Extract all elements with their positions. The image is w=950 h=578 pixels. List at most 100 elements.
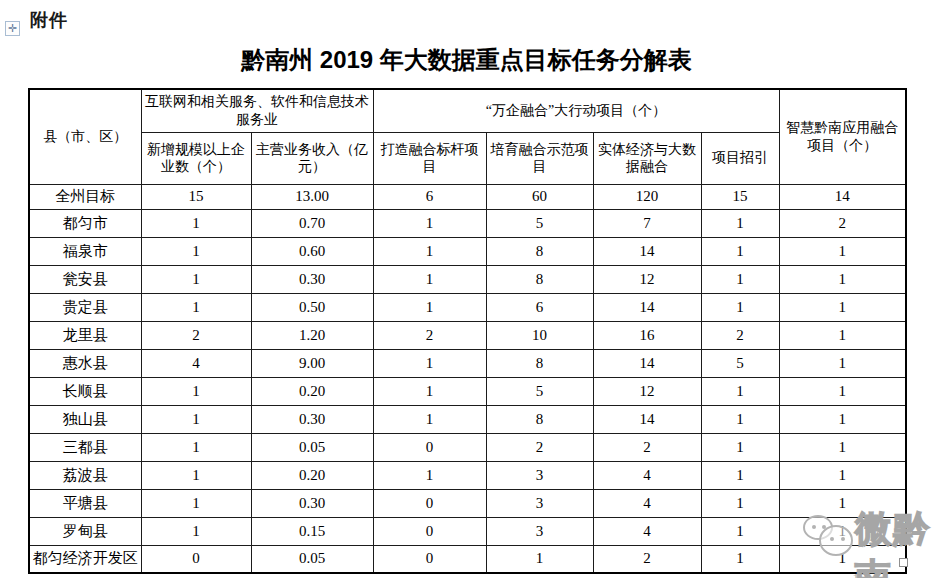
- table-cell: 1: [141, 489, 251, 517]
- table-cell: 2: [373, 321, 486, 349]
- table-cell: 8: [486, 405, 593, 433]
- table-cell: 1: [779, 433, 906, 461]
- table-cell: 3: [486, 489, 593, 517]
- table-cell: 4: [593, 517, 701, 545]
- row-label: 长顺县: [29, 377, 141, 405]
- row-label: 平塘县: [29, 489, 141, 517]
- table-cell: 1: [486, 545, 593, 573]
- table-cell: 14: [593, 405, 701, 433]
- table-cell: 4: [593, 489, 701, 517]
- data-table: 县（市、区） 互联网和相关服务、软件和信息技术服务业 “万企融合”大行动项目（个…: [28, 88, 907, 574]
- row-label: 荔波县: [29, 461, 141, 489]
- table-row: 龙里县 2 1.20 2 10 16 2 1: [29, 321, 906, 349]
- table-cell: 2: [486, 433, 593, 461]
- table-row: 荔波县 1 0.20 1 3 4 1 1: [29, 461, 906, 489]
- table-cell: 1: [779, 489, 906, 517]
- table-cell: 2: [593, 545, 701, 573]
- table-cell: 1: [701, 517, 779, 545]
- table-cell: 0.50: [251, 293, 373, 321]
- table-cell: 0.20: [251, 377, 373, 405]
- table-cell: 5: [701, 349, 779, 377]
- table-cell: 1: [701, 433, 779, 461]
- table-cell: 7: [593, 209, 701, 237]
- table-row: 独山县 1 0.30 1 8 14 1 1: [29, 405, 906, 433]
- table-cell: 13.00: [251, 184, 373, 209]
- table-cell: 1: [701, 265, 779, 293]
- page-number-partial: 13: [852, 571, 867, 578]
- table-cell: 3: [486, 517, 593, 545]
- table-cell: 1.20: [251, 321, 373, 349]
- table-cell: 1: [141, 377, 251, 405]
- table-cell: 1: [701, 377, 779, 405]
- table-row: 平塘县 1 0.30 0 3 4 1 1: [29, 489, 906, 517]
- table-cell: 2: [779, 209, 906, 237]
- table-row: 惠水县 4 9.00 1 8 14 5 1: [29, 349, 906, 377]
- table-cell: 4: [141, 349, 251, 377]
- page-title: 黔南州 2019 年大数据重点目标任务分解表: [28, 44, 905, 76]
- table-cell: 14: [779, 184, 906, 209]
- table-cell: 2: [141, 321, 251, 349]
- table-cell: 1: [701, 489, 779, 517]
- table-cell: 1: [779, 265, 906, 293]
- table-cell: 1: [779, 237, 906, 265]
- table-cell: 12: [593, 377, 701, 405]
- table-cell: 1: [373, 349, 486, 377]
- table-cell: 0.20: [251, 461, 373, 489]
- table-cell: 60: [486, 184, 593, 209]
- table-cell: 1: [373, 237, 486, 265]
- table-cell: 0.60: [251, 237, 373, 265]
- attachment-label: 附件: [30, 8, 68, 32]
- table-cell: 0: [373, 545, 486, 573]
- table-cell: 5: [486, 209, 593, 237]
- table-cell: 1: [701, 545, 779, 573]
- table-cell: 0.30: [251, 265, 373, 293]
- table-cell: 1: [701, 405, 779, 433]
- table-cell: 120: [593, 184, 701, 209]
- table-cell: 0.70: [251, 209, 373, 237]
- table-cell: 1: [701, 237, 779, 265]
- table-cell: 0.15: [251, 517, 373, 545]
- table-cell: 10: [486, 321, 593, 349]
- table-cell: 1: [779, 321, 906, 349]
- table-cell: 14: [593, 349, 701, 377]
- table-cell: 5: [486, 377, 593, 405]
- table-row: 罗甸县 1 0.15 0 3 4 1 1: [29, 517, 906, 545]
- table-row: 全州目标 15 13.00 6 60 120 15 14: [29, 184, 906, 209]
- document-page: { "page": { "attachment_label": "附件", "t…: [0, 0, 950, 578]
- table-cell: 14: [593, 237, 701, 265]
- table-cell: 1: [779, 405, 906, 433]
- table-cell: 1: [141, 237, 251, 265]
- table-cell: 1: [701, 209, 779, 237]
- header-county: 县（市、区）: [29, 89, 141, 184]
- row-label: 龙里县: [29, 321, 141, 349]
- table-cell: 1: [141, 293, 251, 321]
- row-label: 福泉市: [29, 237, 141, 265]
- table-row: 瓮安县 1 0.30 1 8 12 1 1: [29, 265, 906, 293]
- move-cross-icon: ✛: [8, 22, 17, 34]
- header-project-attract: 项目招引: [701, 132, 779, 184]
- table-move-handle[interactable]: ✛: [5, 21, 20, 36]
- table-resize-handle[interactable]: [899, 558, 908, 567]
- table-cell: 0.30: [251, 489, 373, 517]
- row-label: 瓮安县: [29, 265, 141, 293]
- table-cell: 9.00: [251, 349, 373, 377]
- table-cell: 1: [373, 265, 486, 293]
- table-cell: 0.05: [251, 545, 373, 573]
- row-label: 全州目标: [29, 184, 141, 209]
- table-cell: 1: [373, 377, 486, 405]
- header-smart-qiannan: 智慧黔南应用融合项目（个）: [779, 89, 906, 184]
- header-economy-fusion: 实体经济与大数据融合: [593, 132, 701, 184]
- table-cell: 1: [373, 461, 486, 489]
- table-cell: 1: [141, 405, 251, 433]
- table-cell: 0: [141, 545, 251, 573]
- table-cell: 6: [373, 184, 486, 209]
- table-cell: 3: [486, 461, 593, 489]
- header-demo-projects: 培育融合示范项目: [486, 132, 593, 184]
- row-label: 独山县: [29, 405, 141, 433]
- table-cell: 1: [141, 433, 251, 461]
- row-label: 贵定县: [29, 293, 141, 321]
- table-cell: 1: [141, 461, 251, 489]
- table-cell: 0: [373, 517, 486, 545]
- table-row: 都匀市 1 0.70 1 5 7 1 2: [29, 209, 906, 237]
- header-new-enterprises: 新增规模以上企业数（个）: [141, 132, 251, 184]
